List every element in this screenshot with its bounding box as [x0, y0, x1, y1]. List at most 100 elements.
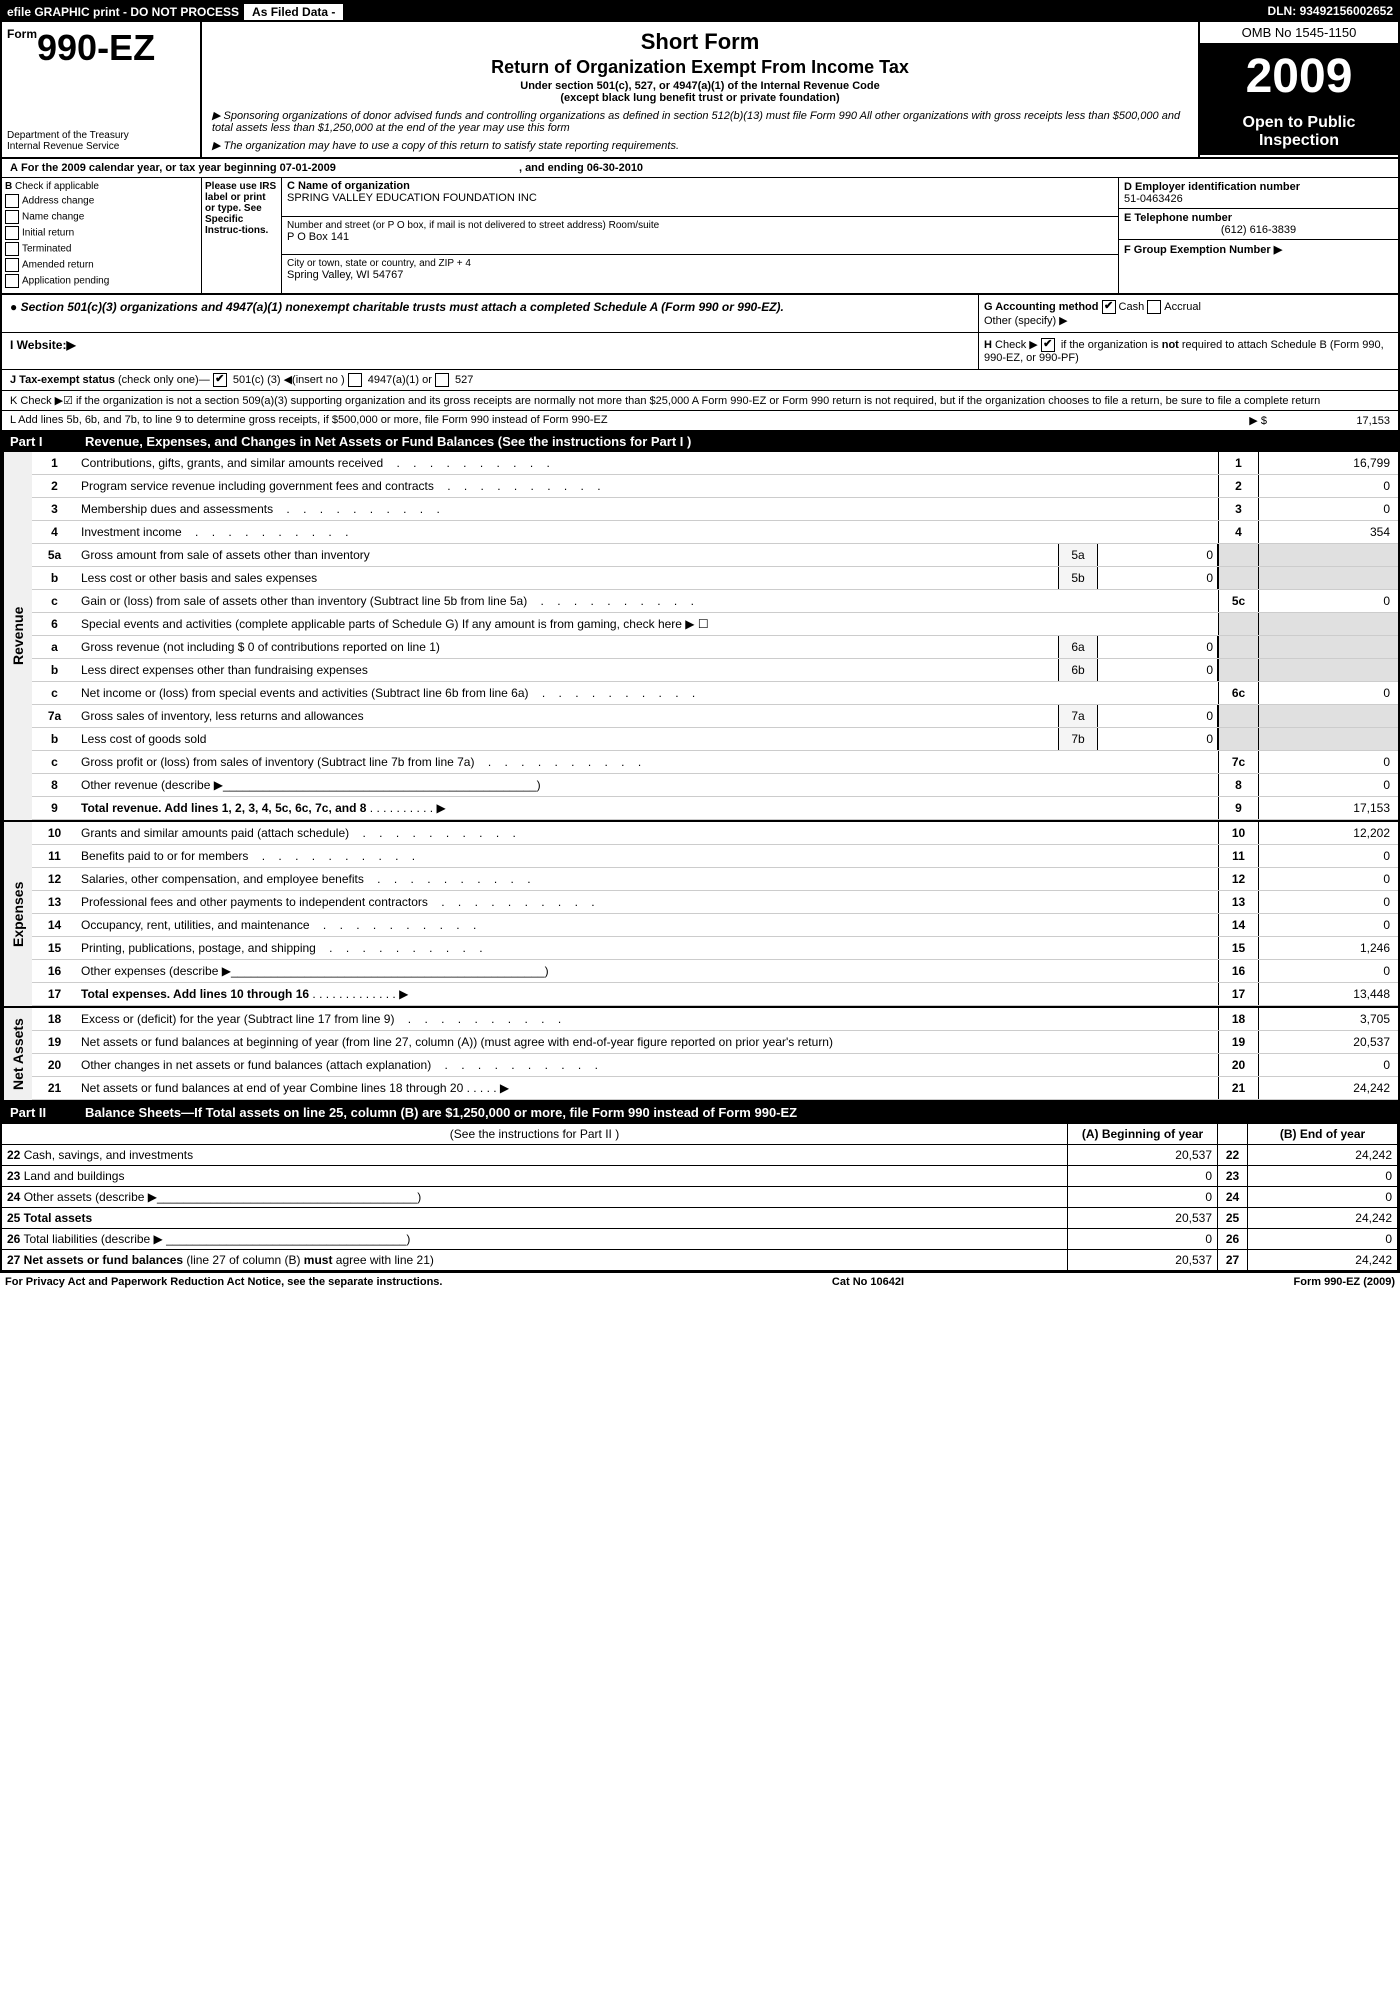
b23-a: 0: [1068, 1166, 1218, 1187]
phone-value: (612) 616-3839: [1124, 224, 1393, 236]
footer-left: For Privacy Act and Paperwork Reduction …: [5, 1276, 442, 1288]
revenue-section: Revenue 1Contributions, gifts, grants, a…: [2, 452, 1398, 822]
line-18-val: 3,705: [1258, 1008, 1398, 1030]
a-ending: , and ending 06-30-2010: [519, 162, 643, 174]
dln-value: 93492156002652: [1300, 4, 1393, 18]
as-filed-pill: As Filed Data -: [244, 4, 343, 20]
line-7b-desc: Less cost of goods sold: [77, 728, 1058, 750]
part1-label: Part I: [10, 434, 70, 449]
cb-initial-return[interactable]: Initial return: [5, 226, 198, 240]
l-val: 17,153: [1270, 415, 1390, 427]
netassets-side-label: Net Assets: [2, 1008, 32, 1100]
line-6b-desc: Less direct expenses other than fundrais…: [77, 659, 1058, 681]
line-14-val: 0: [1258, 914, 1398, 936]
line-4-desc: Investment income: [77, 521, 1218, 543]
line-20-desc: Other changes in net assets or fund bala…: [77, 1054, 1218, 1076]
line-12-desc: Salaries, other compensation, and employ…: [77, 868, 1218, 890]
line-6b-mid: 0: [1098, 659, 1218, 681]
line-5b-desc: Less cost or other basis and sales expen…: [77, 567, 1058, 589]
sec501-text: ● Section 501(c)(3) organizations and 49…: [2, 295, 978, 332]
line-13-val: 0: [1258, 891, 1398, 913]
line-18-desc: Excess or (deficit) for the year (Subtra…: [77, 1008, 1218, 1030]
cb-amended[interactable]: Amended return: [5, 258, 198, 272]
line-12-val: 0: [1258, 868, 1398, 890]
b26-desc: Total liabilities (describe ▶ __________…: [23, 1232, 410, 1246]
top-bar: efile GRAPHIC print - DO NOT PROCESS As …: [2, 2, 1398, 22]
cb-501c[interactable]: ✔: [213, 373, 227, 387]
cb-527[interactable]: [435, 373, 449, 387]
line-10-val: 12,202: [1258, 822, 1398, 844]
b23-b: 0: [1248, 1166, 1398, 1187]
b27-a: 20,537: [1068, 1250, 1218, 1271]
balance-sheet-table: (See the instructions for Part II ) (A) …: [2, 1123, 1398, 1271]
line-19-desc: Net assets or fund balances at beginning…: [77, 1031, 1218, 1053]
b22-a: 20,537: [1068, 1145, 1218, 1166]
sponsor-note: ▶ Sponsoring organizations of donor advi…: [212, 109, 1188, 134]
part-2-header: Part II Balance Sheets—If Total assets o…: [2, 1102, 1398, 1123]
revenue-side-label: Revenue: [2, 452, 32, 820]
line-3-desc: Membership dues and assessments: [77, 498, 1218, 520]
row-a: A For the 2009 calendar year, or tax yea…: [2, 159, 1398, 178]
part2-instructions: (See the instructions for Part II ): [2, 1124, 1068, 1145]
b24-a: 0: [1068, 1187, 1218, 1208]
line-5c-val: 0: [1258, 590, 1398, 612]
line-3-val: 0: [1258, 498, 1398, 520]
line-16-val: 0: [1258, 960, 1398, 982]
line-11-val: 0: [1258, 845, 1398, 867]
line-4-val: 354: [1258, 521, 1398, 543]
cash-label: Cash: [1119, 301, 1145, 313]
line-6c-val: 0: [1258, 682, 1398, 704]
org-address: P O Box 141: [287, 231, 349, 243]
addr-label: Number and street (or P O box, if mail i…: [287, 220, 659, 231]
line-17-desc: Total expenses. Add lines 10 through 16 …: [77, 983, 1218, 1005]
b26-b: 0: [1248, 1229, 1398, 1250]
b25-b: 24,242: [1248, 1208, 1398, 1229]
cb-terminated[interactable]: Terminated: [5, 242, 198, 256]
b23-desc: Land and buildings: [24, 1169, 125, 1183]
line-7c-val: 0: [1258, 751, 1398, 773]
cb-h[interactable]: ✔: [1041, 338, 1055, 352]
part-1-header: Part I Revenue, Expenses, and Changes in…: [2, 431, 1398, 452]
line-5a-mid: 0: [1098, 544, 1218, 566]
short-form-title: Short Form: [212, 29, 1188, 55]
line-6a-desc: Gross revenue (not including $ 0 of cont…: [77, 636, 1058, 658]
ein-value: 51-0463426: [1124, 193, 1183, 205]
line-6a-mid: 0: [1098, 636, 1218, 658]
cb-4947[interactable]: [348, 373, 362, 387]
inspection-text: Inspection: [1205, 132, 1393, 150]
d-label: D Employer identification number: [1124, 181, 1300, 193]
cb-address-change[interactable]: Address change: [5, 194, 198, 208]
line-14-desc: Occupancy, rent, utilities, and maintena…: [77, 914, 1218, 936]
line-19-val: 20,537: [1258, 1031, 1398, 1053]
form-number: Form990-EZ: [7, 27, 195, 69]
cb-name-change[interactable]: Name change: [5, 210, 198, 224]
footer-mid: Cat No 10642I: [832, 1276, 904, 1288]
website-h-row: I Website:▶ H Check ▶ ✔ if the organizat…: [2, 333, 1398, 370]
line-1-val: 16,799: [1258, 452, 1398, 474]
expenses-side-label: Expenses: [2, 822, 32, 1006]
city-label: City or town, state or country, and ZIP …: [287, 258, 471, 269]
line-6-desc: Special events and activities (complete …: [77, 613, 1218, 635]
cb-cash[interactable]: ✔: [1102, 300, 1116, 314]
line-20-val: 0: [1258, 1054, 1398, 1076]
part1-title: Revenue, Expenses, and Changes in Net As…: [85, 434, 691, 449]
expenses-section: Expenses 10Grants and similar amounts pa…: [2, 822, 1398, 1008]
form-header: Form990-EZ Department of the Treasury In…: [2, 22, 1398, 159]
line-21-val: 24,242: [1258, 1077, 1398, 1099]
return-title: Return of Organization Exempt From Incom…: [212, 57, 1188, 78]
please-use-irs: Please use IRS label or print or type. S…: [202, 178, 282, 293]
line-15-val: 1,246: [1258, 937, 1398, 959]
b-check-text: Check if applicable: [15, 181, 99, 192]
form-990ez: efile GRAPHIC print - DO NOT PROCESS As …: [0, 0, 1400, 1273]
h-check: H Check ▶ ✔ if the organization is not r…: [984, 339, 1384, 364]
line-13-desc: Professional fees and other payments to …: [77, 891, 1218, 913]
col-b-header: (B) End of year: [1248, 1124, 1398, 1145]
a-text: For the 2009 calendar year, or tax year …: [21, 162, 336, 174]
line-2-val: 0: [1258, 475, 1398, 497]
line-5a-desc: Gross amount from sale of assets other t…: [77, 544, 1058, 566]
form-num-text: 990-EZ: [37, 27, 155, 68]
cb-pending[interactable]: Application pending: [5, 274, 198, 288]
cb-accrual[interactable]: [1147, 300, 1161, 314]
b-label: B: [5, 181, 12, 192]
form-prefix: Form: [7, 27, 37, 41]
